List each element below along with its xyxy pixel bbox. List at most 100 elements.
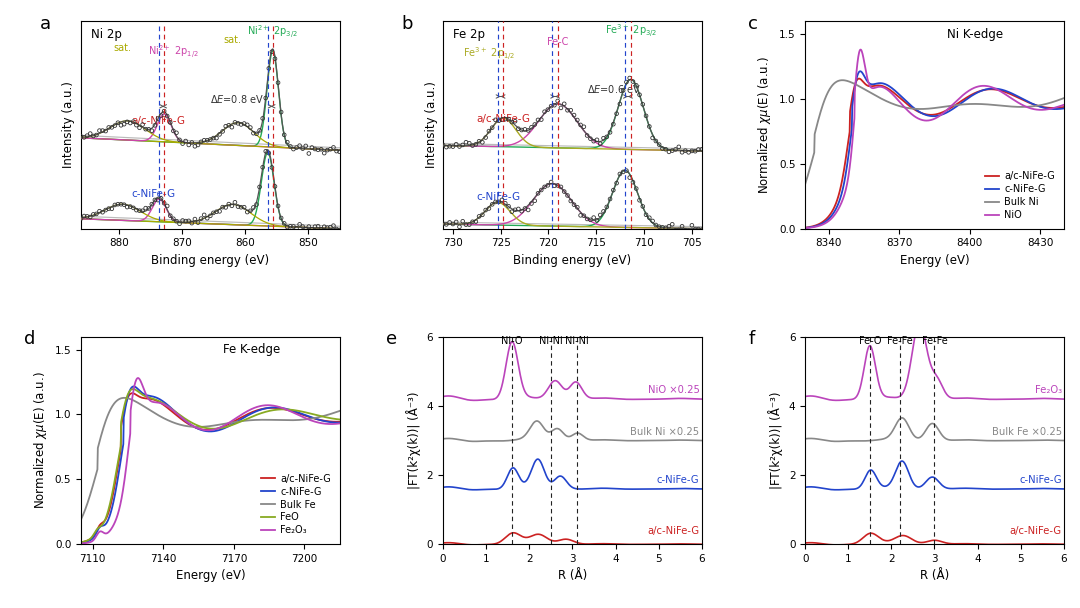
Point	[97, 206, 114, 215]
Point	[232, 202, 249, 212]
Point	[267, 182, 284, 192]
Point	[79, 131, 96, 140]
Point	[275, 130, 293, 140]
Point	[549, 96, 566, 106]
Point	[677, 226, 694, 235]
Point	[693, 145, 711, 154]
Point	[159, 201, 176, 211]
Point	[666, 226, 684, 235]
Point	[134, 206, 151, 216]
Point	[500, 201, 517, 211]
Point	[516, 204, 534, 213]
Y-axis label: Normalized $\chi\mu$(E) (a.u.): Normalized $\chi\mu$(E) (a.u.)	[756, 56, 773, 194]
Point	[300, 148, 318, 158]
Point	[214, 202, 231, 212]
Point	[572, 120, 590, 130]
Point	[468, 217, 485, 227]
Point	[644, 216, 661, 226]
Point	[582, 134, 599, 143]
Point	[519, 125, 537, 135]
Point	[602, 194, 619, 204]
Point	[523, 122, 540, 132]
Point	[167, 128, 185, 137]
Point	[474, 137, 491, 147]
Text: Fe₂O₃: Fe₂O₃	[1035, 385, 1062, 395]
Point	[303, 143, 321, 153]
Point	[235, 202, 253, 212]
Point	[100, 204, 118, 213]
Point	[532, 185, 550, 195]
Point	[184, 218, 201, 228]
Point	[97, 126, 114, 136]
Point	[640, 122, 658, 131]
Point	[634, 202, 651, 212]
Point	[322, 223, 339, 232]
Point	[461, 139, 478, 148]
Point	[242, 206, 259, 216]
Point	[137, 203, 154, 213]
Text: $\Delta E$=0.6 eV: $\Delta E$=0.6 eV	[586, 83, 640, 95]
Point	[605, 185, 622, 195]
Point	[572, 210, 590, 220]
X-axis label: Energy (eV): Energy (eV)	[900, 254, 969, 267]
Point	[144, 126, 161, 136]
Point	[441, 142, 458, 151]
Point	[156, 106, 173, 116]
Point	[227, 198, 244, 207]
Point	[576, 122, 593, 131]
Text: b: b	[402, 15, 414, 33]
Point	[257, 93, 274, 103]
Point	[152, 193, 170, 203]
Point	[447, 139, 464, 149]
Point	[199, 136, 216, 145]
Point	[500, 114, 517, 124]
Point	[637, 111, 654, 121]
Point	[608, 178, 625, 188]
Point	[562, 105, 579, 115]
Point	[267, 54, 284, 64]
Point	[260, 148, 278, 158]
Point	[229, 119, 246, 128]
Point	[454, 216, 471, 226]
Point	[192, 214, 210, 224]
Point	[585, 213, 603, 223]
Point	[519, 205, 537, 215]
Text: a/c-NiFe-G: a/c-NiFe-G	[647, 527, 700, 536]
Point	[184, 137, 201, 147]
Point	[239, 207, 256, 217]
Point	[674, 221, 691, 231]
Point	[671, 142, 688, 152]
Point	[468, 139, 485, 149]
Point	[199, 213, 216, 223]
Text: Fe$^{3+}$ 2p$_{3/2}$: Fe$^{3+}$ 2p$_{3/2}$	[605, 22, 657, 39]
Point	[545, 181, 563, 191]
Text: NiO ×0.25: NiO ×0.25	[648, 385, 700, 395]
Point	[322, 144, 339, 154]
Point	[539, 181, 556, 190]
Y-axis label: Intensity (a.u.): Intensity (a.u.)	[63, 81, 76, 168]
Text: c-NiFe-G: c-NiFe-G	[1020, 475, 1062, 485]
Point	[490, 197, 508, 207]
Point	[152, 111, 170, 120]
Point	[513, 206, 530, 216]
Point	[279, 222, 296, 232]
Point	[109, 199, 126, 209]
Point	[487, 197, 504, 207]
Point	[119, 202, 136, 212]
X-axis label: Binding energy (eV): Binding energy (eV)	[151, 254, 269, 267]
Point	[684, 146, 701, 156]
Point	[207, 207, 225, 216]
Point	[558, 105, 576, 115]
Point	[76, 133, 93, 142]
Point	[174, 216, 191, 226]
Text: Fe K-edge: Fe K-edge	[224, 343, 281, 356]
Point	[294, 222, 311, 232]
Point	[471, 136, 488, 146]
Point	[513, 125, 530, 135]
Text: c: c	[748, 15, 758, 33]
Point	[217, 122, 234, 131]
Text: $\Delta E$=0.8 eV: $\Delta E$=0.8 eV	[211, 93, 265, 105]
Point	[627, 184, 645, 193]
Point	[195, 210, 213, 219]
Point	[558, 190, 576, 200]
